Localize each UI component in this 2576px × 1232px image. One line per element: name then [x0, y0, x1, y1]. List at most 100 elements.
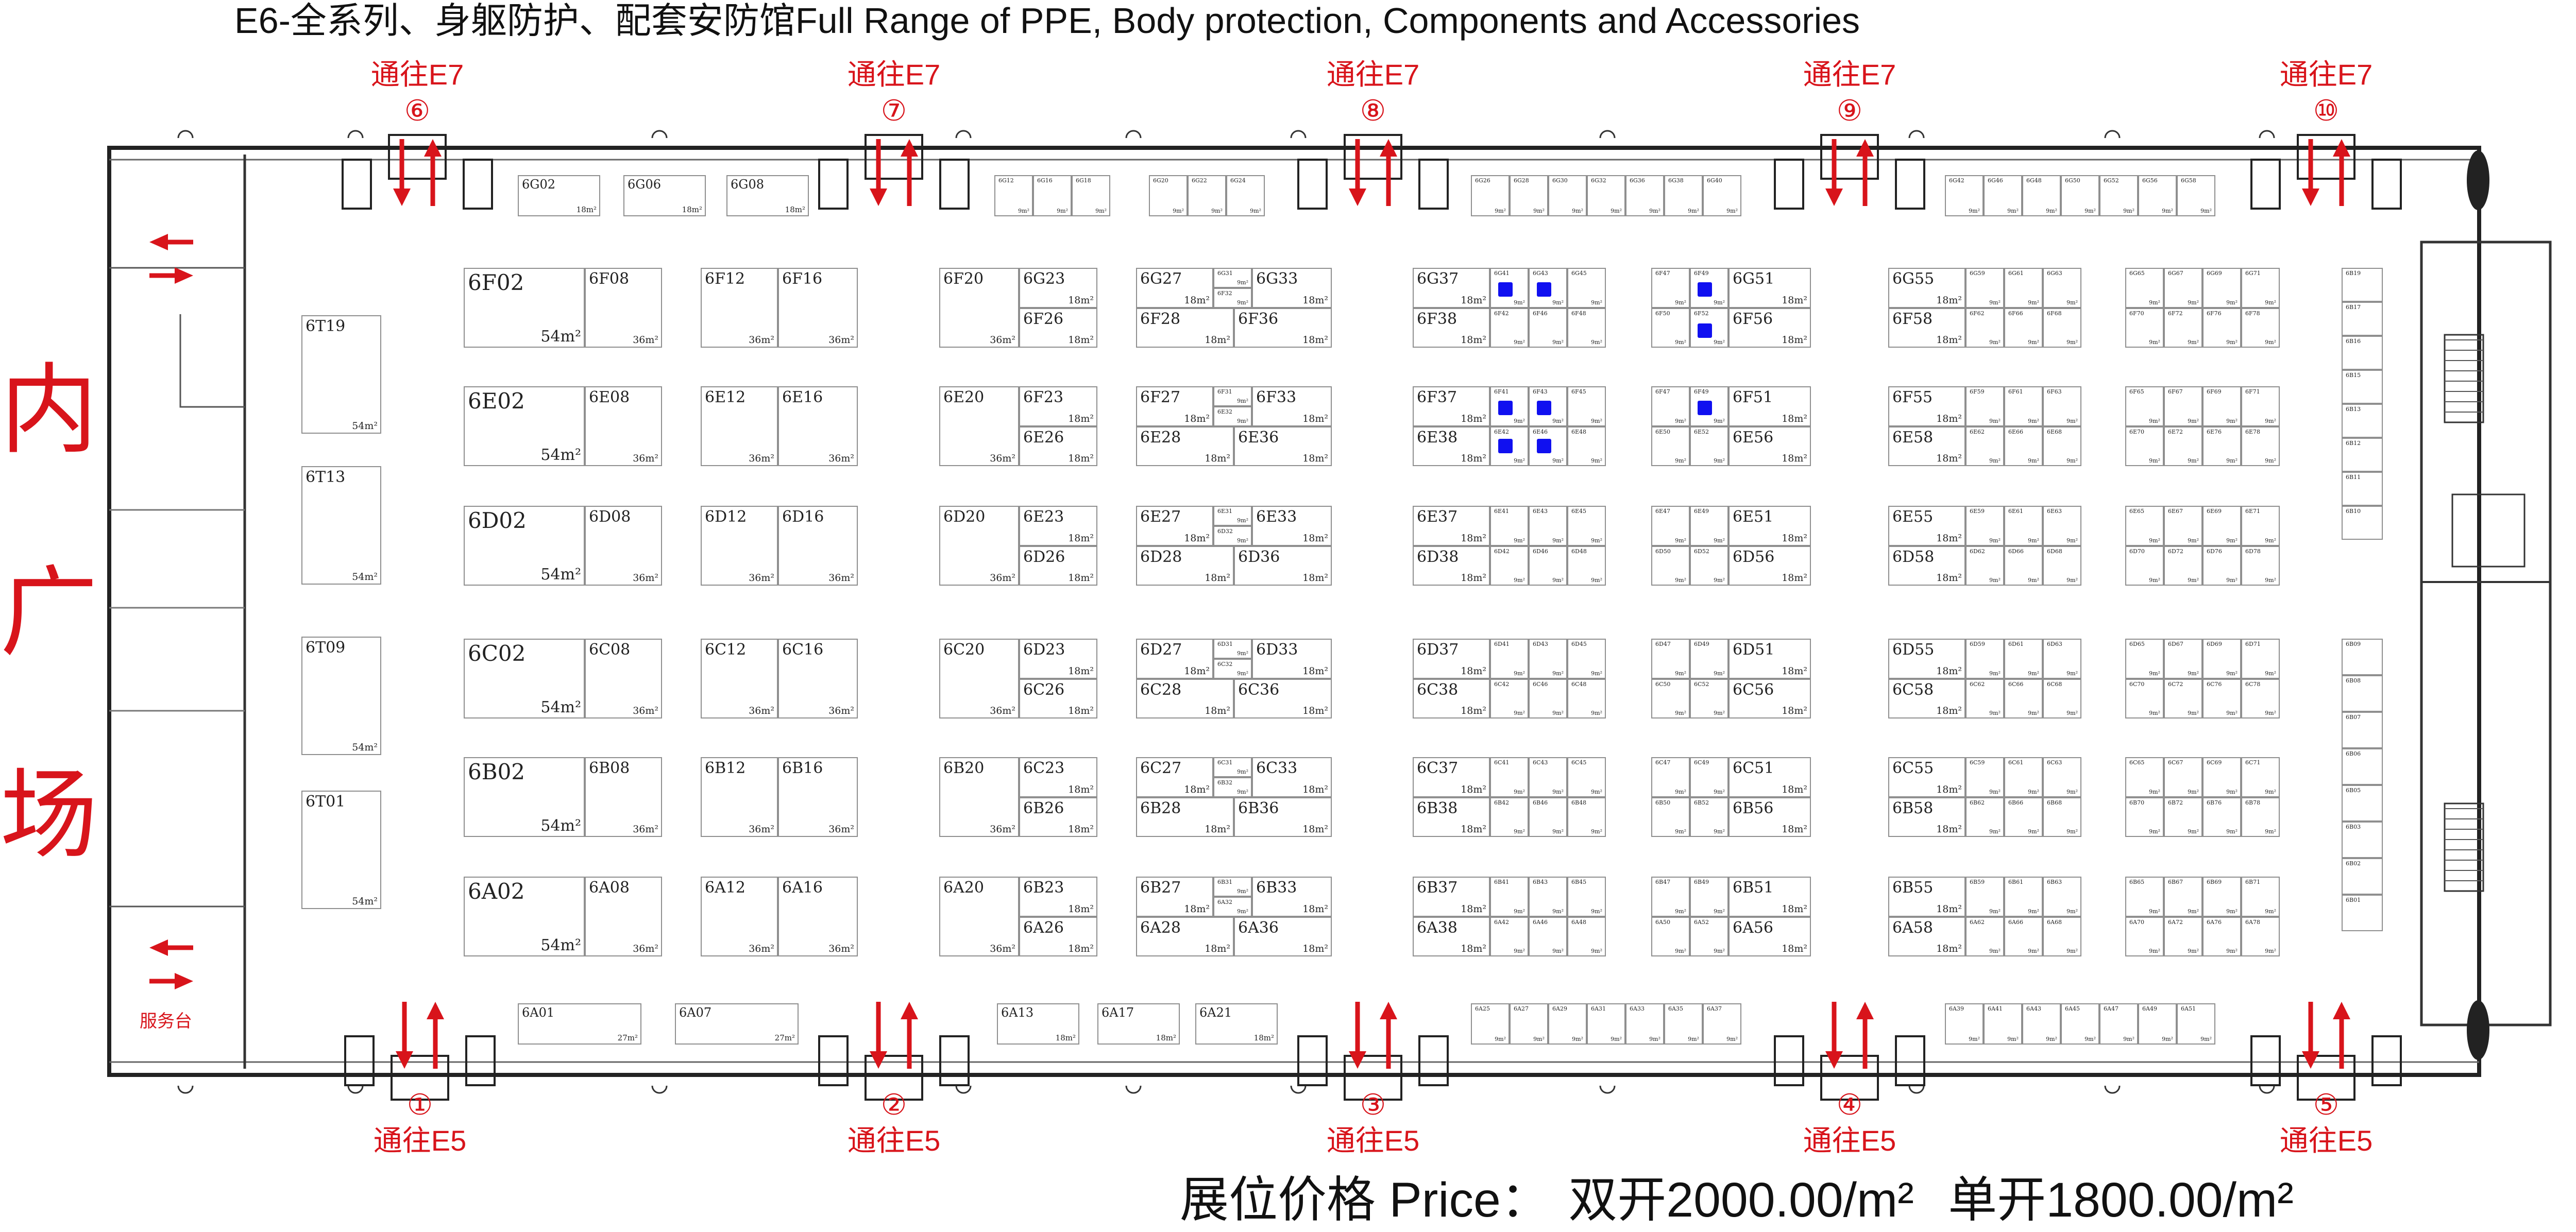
- booth-6a31[interactable]: 6A31 9m²: [1587, 1003, 1625, 1045]
- booth-6g65[interactable]: 6G65 9m²: [2125, 268, 2164, 308]
- booth-6a01[interactable]: 6A01 27m²: [518, 1003, 641, 1045]
- booth-6b08[interactable]: 6B08 36m²: [585, 757, 662, 837]
- booth-6d61[interactable]: 6D61 9m²: [2004, 639, 2043, 679]
- booth-6e67[interactable]: 6E67 9m²: [2164, 506, 2202, 546]
- booth-6a41[interactable]: 6A41 9m²: [1984, 1003, 2022, 1045]
- booth-6c67[interactable]: 6C67 9m²: [2164, 757, 2202, 797]
- booth-6b42[interactable]: 6B42 9m²: [1490, 797, 1529, 837]
- booth-6a68[interactable]: 6A68 9m²: [2043, 916, 2081, 956]
- booth-6b16[interactable]: 6B16: [2342, 336, 2383, 370]
- booth-6f31[interactable]: 6F31 9m²: [1213, 386, 1252, 406]
- booth-6f32[interactable]: 6F32 9m²: [1213, 287, 1252, 308]
- booth-6b43[interactable]: 6B43 9m²: [1529, 877, 1567, 917]
- booth-6a52[interactable]: 6A52 9m²: [1690, 916, 1728, 956]
- booth-6d37[interactable]: 6D37 18m²: [1413, 639, 1490, 679]
- booth-6f63[interactable]: 6F63 9m²: [2043, 386, 2081, 426]
- booth-6d76[interactable]: 6D76 9m²: [2202, 545, 2241, 586]
- booth-6c50[interactable]: 6C50 9m²: [1651, 678, 1690, 718]
- booth-6d59[interactable]: 6D59 9m²: [1965, 639, 2004, 679]
- booth-6d36[interactable]: 6D36 18m²: [1234, 545, 1332, 586]
- booth-6a29[interactable]: 6A29 9m²: [1548, 1003, 1587, 1045]
- booth-6e78[interactable]: 6E78 9m²: [2241, 426, 2280, 466]
- booth-6d51[interactable]: 6D51 18m²: [1728, 639, 1811, 679]
- booth-6b76[interactable]: 6B76 9m²: [2202, 797, 2241, 837]
- booth-6e63[interactable]: 6E63 9m²: [2043, 506, 2081, 546]
- booth-6e33[interactable]: 6E33 18m²: [1252, 506, 1332, 546]
- booth-6f08[interactable]: 6F08 36m²: [585, 268, 662, 348]
- booth-6g36[interactable]: 6G36 9m²: [1625, 175, 1664, 216]
- booth-6f71[interactable]: 6F71 9m²: [2241, 386, 2280, 426]
- booth-6t13[interactable]: 6T13 54m²: [301, 466, 381, 585]
- booth-6b72[interactable]: 6B72 9m²: [2164, 797, 2202, 837]
- booth-6g08[interactable]: 6G08 18m²: [726, 175, 809, 216]
- booth-6g45[interactable]: 6G45 9m²: [1567, 268, 1606, 308]
- booth-6d45[interactable]: 6D45 9m²: [1567, 639, 1606, 679]
- booth-6f23[interactable]: 6F23 18m²: [1019, 386, 1097, 426]
- booth-6b10[interactable]: 6B10: [2342, 506, 2383, 540]
- booth-6c78[interactable]: 6C78 9m²: [2241, 678, 2280, 718]
- booth-6d68[interactable]: 6D68 9m²: [2043, 545, 2081, 586]
- booth-6f56[interactable]: 6F56 18m²: [1728, 307, 1811, 348]
- booth-6g59[interactable]: 6G59 9m²: [1965, 268, 2004, 308]
- booth-6c41[interactable]: 6C41 9m²: [1490, 757, 1529, 797]
- booth-6a07[interactable]: 6A07 27m²: [675, 1003, 799, 1045]
- booth-6g33[interactable]: 6G33 18m²: [1252, 268, 1332, 308]
- booth-6d43[interactable]: 6D43 9m²: [1529, 639, 1567, 679]
- booth-6a35[interactable]: 6A35 9m²: [1664, 1003, 1703, 1045]
- booth-6a13[interactable]: 6A13 18m²: [997, 1003, 1079, 1045]
- booth-6e16[interactable]: 6E16 36m²: [778, 386, 858, 466]
- booth-6e69[interactable]: 6E69 9m²: [2202, 506, 2241, 546]
- booth-6d32[interactable]: 6D32 9m²: [1213, 525, 1252, 546]
- booth-6a51[interactable]: 6A51 9m²: [2177, 1003, 2215, 1045]
- booth-6a47[interactable]: 6A47 9m²: [2099, 1003, 2138, 1045]
- booth-6b38[interactable]: 6B38 18m²: [1413, 797, 1490, 837]
- booth-6d02[interactable]: 6D02 54m²: [464, 506, 585, 586]
- booth-6g24[interactable]: 6G24 9m²: [1226, 175, 1265, 216]
- booth-6e45[interactable]: 6E45 9m²: [1567, 506, 1606, 546]
- booth-6d42[interactable]: 6D42 9m²: [1490, 545, 1529, 586]
- booth-6b13[interactable]: 6B13: [2342, 404, 2383, 438]
- booth-6g67[interactable]: 6G67 9m²: [2164, 268, 2202, 308]
- booth-6c59[interactable]: 6C59 9m²: [1965, 757, 2004, 797]
- booth-6e02[interactable]: 6E02 54m²: [464, 386, 585, 466]
- booth-6c58[interactable]: 6C58 18m²: [1888, 678, 1965, 718]
- booth-6c45[interactable]: 6C45 9m²: [1567, 757, 1606, 797]
- booth-6a76[interactable]: 6A76 9m²: [2202, 916, 2241, 956]
- booth-6d72[interactable]: 6D72 9m²: [2164, 545, 2202, 586]
- booth-6d56[interactable]: 6D56 18m²: [1728, 545, 1811, 586]
- booth-6f27[interactable]: 6F27 18m²: [1136, 386, 1213, 426]
- booth-6b46[interactable]: 6B46 9m²: [1529, 797, 1567, 837]
- booth-6a16[interactable]: 6A16 36m²: [778, 877, 858, 956]
- booth-6b51[interactable]: 6B51 18m²: [1728, 877, 1811, 917]
- booth-6a37[interactable]: 6A37 9m²: [1703, 1003, 1741, 1045]
- booth-6d62[interactable]: 6D62 9m²: [1965, 545, 2004, 586]
- booth-6c71[interactable]: 6C71 9m²: [2241, 757, 2280, 797]
- booth-6f67[interactable]: 6F67 9m²: [2164, 386, 2202, 426]
- booth-6g28[interactable]: 6G28 9m²: [1510, 175, 1548, 216]
- booth-6b55[interactable]: 6B55 18m²: [1888, 877, 1965, 917]
- booth-6d12[interactable]: 6D12 36m²: [701, 506, 778, 586]
- booth-6d52[interactable]: 6D52 9m²: [1690, 545, 1728, 586]
- booth-6g31[interactable]: 6G31 9m²: [1213, 268, 1252, 288]
- booth-6f38[interactable]: 6F38 18m²: [1413, 307, 1490, 348]
- booth-6b67[interactable]: 6B67 9m²: [2164, 877, 2202, 917]
- booth-6g02[interactable]: 6G02 18m²: [518, 175, 600, 216]
- booth-6c16[interactable]: 6C16 36m²: [778, 639, 858, 718]
- booth-6f47[interactable]: 6F47 9m²: [1651, 386, 1690, 426]
- booth-6a48[interactable]: 6A48 9m²: [1567, 916, 1606, 956]
- booth-6f42[interactable]: 6F42 9m²: [1490, 307, 1529, 348]
- booth-6c49[interactable]: 6C49 9m²: [1690, 757, 1728, 797]
- booth-6e58[interactable]: 6E58 18m²: [1888, 426, 1965, 466]
- booth-6a45[interactable]: 6A45 9m²: [2061, 1003, 2099, 1045]
- booth-6b48[interactable]: 6B48 9m²: [1567, 797, 1606, 837]
- booth-6f36[interactable]: 6F36 18m²: [1234, 307, 1332, 348]
- booth-6b08[interactable]: 6B08: [2342, 675, 2383, 712]
- booth-6a56[interactable]: 6A56 18m²: [1728, 916, 1811, 956]
- booth-6d26[interactable]: 6D26 18m²: [1019, 545, 1097, 586]
- booth-6a28[interactable]: 6A28 18m²: [1136, 916, 1234, 956]
- booth-6e50[interactable]: 6E50 9m²: [1651, 426, 1690, 466]
- booth-6b71[interactable]: 6B71 9m²: [2241, 877, 2280, 917]
- booth-6g16[interactable]: 6G16 9m²: [1033, 175, 1072, 216]
- booth-6a08[interactable]: 6A08 36m²: [585, 877, 662, 956]
- booth-6f28[interactable]: 6F28 18m²: [1136, 307, 1234, 348]
